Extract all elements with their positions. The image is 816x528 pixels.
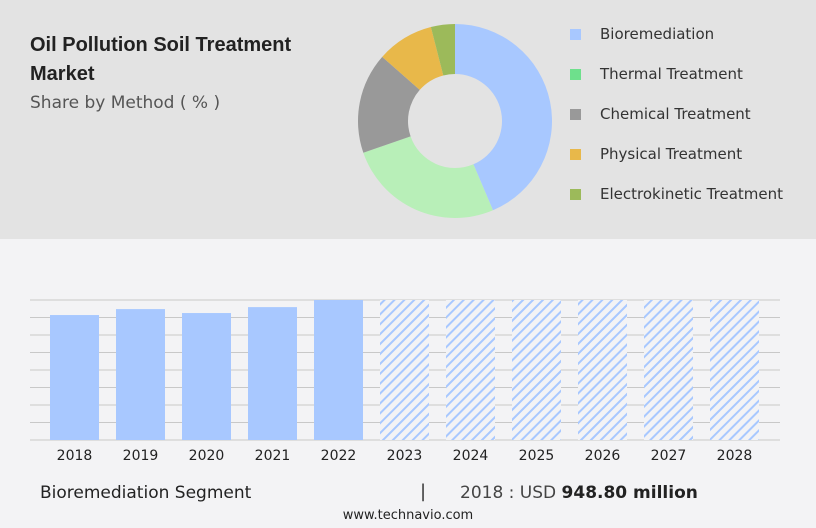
pie-slice-thermal-treatment [363,136,493,218]
legend-label: Chemical Treatment [600,105,751,123]
x-tick-label: 2023 [387,448,423,464]
page-title: Oil Pollution Soil Treatment Market [30,34,292,85]
bar-2018 [50,315,99,440]
bar-2020 [182,313,231,440]
pie-slice-chemical-treatment [357,56,420,153]
pie-slice-physical-treatment [382,27,444,90]
pie-slice-electrokinetic-treatment [430,24,455,76]
x-tick-label: 2026 [585,448,621,464]
bar-forecast-2027 [644,300,693,440]
x-tick-label: 2022 [321,448,357,464]
x-tick-label: 2024 [453,448,489,464]
bar-forecast-2025 [512,300,561,440]
legend-swatch [570,188,581,200]
bar-forecast-2024 [446,300,495,440]
pie-legend: Bioremediation Thermal Treatment Chemical … [570,14,783,214]
footer-separator: | [420,481,427,502]
legend-item: Physical Treatment [570,134,783,174]
segment-label: Bioremediation Segment [40,483,252,503]
x-tick-label: 2025 [519,448,555,464]
legend-item: Electrokinetic Treatment [570,174,783,214]
x-tick-label: 2018 [57,448,93,464]
site-url: www.technavio.com [342,508,474,523]
x-tick-label: 2027 [651,448,687,464]
page-subtitle: Share by Method ( % ) [30,93,221,113]
legend-item: Thermal Treatment [570,54,783,94]
legend-item: Chemical Treatment [570,94,783,134]
legend-swatch [570,28,581,40]
bar-forecast-2028 [710,300,759,440]
x-tick-label: 2021 [255,448,291,464]
pie-slice-bioremediation [455,24,552,211]
x-tick-label: 2028 [717,448,753,464]
bar-forecast-2026 [578,300,627,440]
legend-label: Bioremediation [600,25,715,43]
bar-2019 [116,309,165,440]
legend-label: Physical Treatment [600,145,743,163]
bar-2021 [248,307,297,440]
legend-swatch [570,68,581,80]
legend-label: Electrokinetic Treatment [600,185,783,203]
bar-forecast-2023 [380,300,429,440]
segment-value: 2018 : USD 948.80 million [460,483,698,503]
x-tick-label: 2019 [123,448,159,464]
bar-2022 [314,300,363,440]
legend-label: Thermal Treatment [600,65,743,83]
legend-item: Bioremediation [570,14,783,54]
legend-swatch [570,108,581,120]
year-label: 2018 : USD [460,483,557,503]
value-amount: 948.80 million [561,483,698,503]
legend-swatch [570,148,581,160]
x-tick-label: 2020 [189,448,225,464]
